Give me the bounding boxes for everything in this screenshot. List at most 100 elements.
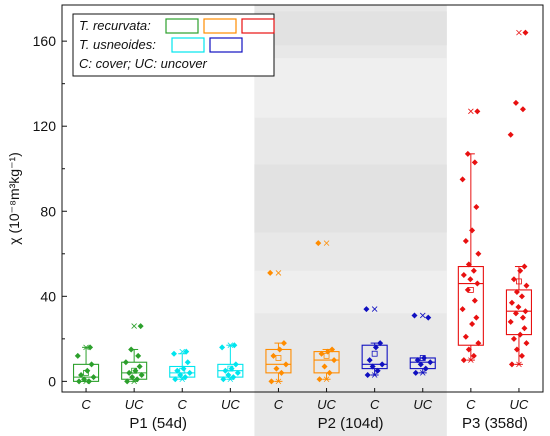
data-point xyxy=(369,363,376,370)
data-point xyxy=(316,376,323,383)
box-iqr xyxy=(457,265,484,346)
legend-box xyxy=(72,13,275,77)
data-point xyxy=(220,376,227,383)
data-point xyxy=(364,371,371,378)
data-point xyxy=(464,286,471,293)
data-point xyxy=(508,361,515,368)
box-series xyxy=(313,240,340,383)
data-point xyxy=(278,369,285,376)
data-point xyxy=(87,344,94,351)
data-point xyxy=(513,346,520,353)
data-point xyxy=(517,331,524,338)
data-point xyxy=(128,346,135,353)
legend-swatch xyxy=(165,18,199,34)
data-point xyxy=(475,340,482,347)
data-point xyxy=(465,261,472,268)
data-point xyxy=(512,310,519,317)
data-point xyxy=(521,263,528,270)
data-point xyxy=(464,150,471,157)
legend-label: T. recurvata: xyxy=(79,18,151,33)
data-point xyxy=(460,357,467,364)
extreme-marker xyxy=(227,342,234,349)
extreme-marker xyxy=(516,29,522,36)
data-point xyxy=(366,357,373,364)
box-iqr xyxy=(121,361,148,380)
data-point xyxy=(326,369,333,376)
data-point xyxy=(132,367,139,374)
data-point xyxy=(522,308,529,315)
data-point xyxy=(462,333,469,340)
box-series xyxy=(457,108,484,364)
data-point xyxy=(470,267,477,274)
data-point xyxy=(459,306,466,313)
data-point xyxy=(411,312,418,319)
data-point xyxy=(523,340,530,347)
y-tick-label: 40 xyxy=(40,288,56,304)
legend-label: C: cover; UC: uncover xyxy=(79,56,208,71)
data-point xyxy=(507,318,514,325)
data-point xyxy=(465,346,472,353)
box-iqr xyxy=(505,289,533,336)
mean-marker xyxy=(275,355,282,361)
data-point xyxy=(467,276,474,283)
extreme-marker xyxy=(516,361,522,368)
data-point xyxy=(523,282,530,289)
extreme-marker xyxy=(131,323,137,329)
box-iqr xyxy=(361,344,388,370)
background-layer xyxy=(254,5,447,436)
data-point xyxy=(507,131,514,138)
box-series xyxy=(265,269,292,385)
data-point xyxy=(471,159,478,166)
data-point xyxy=(417,361,424,368)
group-shade-band xyxy=(254,164,447,233)
data-point xyxy=(267,269,274,276)
legend: T. recurvata: T. usneoides: C: cover; UC: … xyxy=(72,13,275,77)
x-tick-label: UC xyxy=(510,397,529,412)
group-shade-band xyxy=(254,270,447,314)
data-point xyxy=(136,363,143,370)
data-point xyxy=(475,250,482,257)
data-point xyxy=(282,361,289,368)
extreme-marker xyxy=(275,378,282,385)
axis-layer: C UC C UC C UC C UC C UC P1 (54d) P2 (104d) P3 (358d… xyxy=(6,4,544,432)
data-point xyxy=(129,374,136,381)
data-point xyxy=(459,176,466,183)
data-point xyxy=(473,204,480,211)
data-point xyxy=(276,346,283,353)
data-point xyxy=(414,357,421,364)
legend-swatch xyxy=(209,37,243,53)
data-point xyxy=(363,306,370,313)
data-point xyxy=(183,348,190,355)
group-label: P1 (54d) xyxy=(129,415,187,432)
box-series xyxy=(217,342,244,383)
legend-label: T. usneoides: xyxy=(79,37,156,52)
data-point xyxy=(515,303,522,310)
extreme-marker xyxy=(323,240,330,246)
data-point xyxy=(86,378,93,385)
legend-swatch xyxy=(171,37,205,53)
extreme-marker xyxy=(275,270,282,276)
data-point xyxy=(522,29,529,36)
data-point xyxy=(469,227,476,234)
data-point xyxy=(318,350,325,357)
data-point xyxy=(124,378,131,385)
x-tick-label: UC xyxy=(221,397,240,412)
y-tick-label: 80 xyxy=(40,203,56,219)
data-point xyxy=(180,365,187,372)
y-tick-label: 120 xyxy=(33,118,57,134)
extreme-marker xyxy=(323,376,330,383)
data-point xyxy=(518,352,525,359)
x-tick-label: C xyxy=(81,397,91,412)
data-point xyxy=(90,374,97,381)
x-tick-label: UC xyxy=(125,397,144,412)
y-axis-label: χ (10⁻⁸m³kg⁻¹) xyxy=(6,152,22,245)
data-point xyxy=(186,369,193,376)
data-point xyxy=(379,361,386,368)
x-tick-label: C xyxy=(466,397,476,412)
x-tick-label: UC xyxy=(317,397,336,412)
extreme-marker xyxy=(468,108,474,115)
group-shade-band xyxy=(254,58,447,118)
data-point xyxy=(270,352,277,359)
extreme-marker xyxy=(371,372,378,378)
data-point xyxy=(470,352,477,359)
